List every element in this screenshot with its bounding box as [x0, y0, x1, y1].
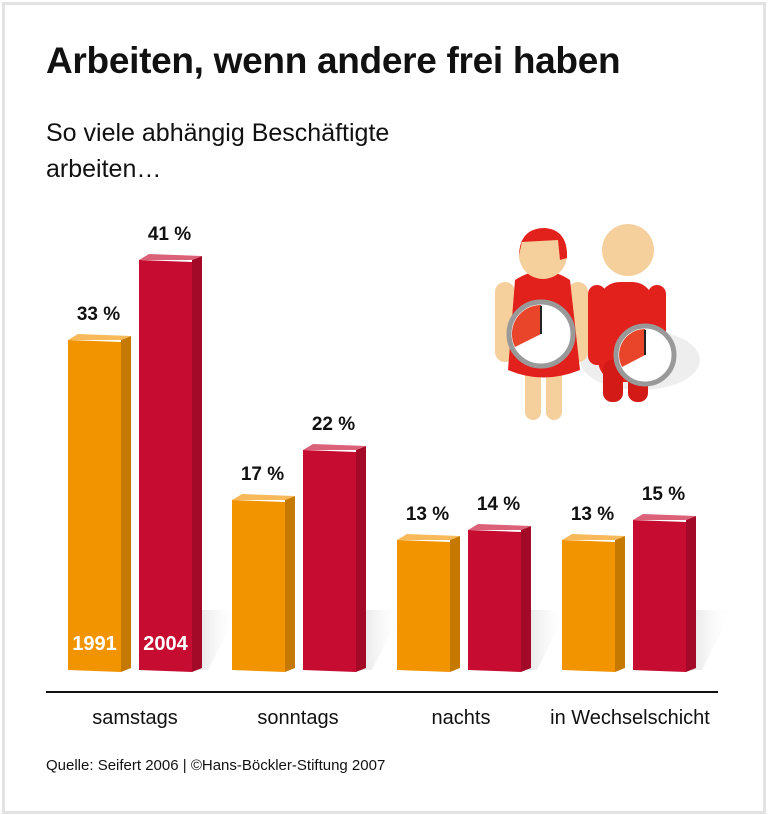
bar-2004-samstags	[139, 254, 202, 672]
bar-top	[633, 514, 696, 520]
bar-1991-nachts	[397, 534, 460, 672]
bar-shadow	[192, 610, 238, 670]
bar-side	[450, 536, 460, 672]
bar-shadow	[521, 610, 567, 670]
bar-front	[232, 500, 285, 672]
legend-label: 2004	[143, 633, 188, 655]
bar-1991-sonntags	[232, 494, 295, 672]
chart-subtitle: So viele abhängig Beschäftigte arbeiten…	[46, 119, 390, 183]
bar-side	[686, 516, 696, 672]
category-label: in Wechselschicht	[550, 707, 710, 729]
bar-shadow	[356, 610, 402, 670]
bar-front	[68, 340, 121, 672]
bar-front	[303, 450, 356, 672]
bar-1991-samstags	[68, 334, 131, 672]
bar-side	[285, 496, 295, 672]
bar-side	[615, 536, 625, 672]
category-label: sonntags	[257, 707, 338, 729]
bar-side	[192, 256, 202, 672]
data-label: 13 %	[571, 504, 614, 525]
chart-title: Arbeiten, wenn andere frei haben	[46, 40, 621, 81]
bar-front	[633, 520, 686, 672]
category-label: nachts	[432, 707, 491, 729]
data-label: 33 %	[77, 304, 120, 325]
bar-top	[468, 524, 531, 530]
clock-icon	[506, 299, 576, 369]
bar-top	[68, 334, 131, 340]
data-label: 17 %	[241, 464, 284, 485]
bar-front	[468, 530, 521, 672]
bar-top	[139, 254, 202, 260]
data-label: 41 %	[148, 224, 191, 245]
category-label: samstags	[92, 707, 178, 729]
bar-front	[397, 540, 450, 672]
bar-front	[562, 540, 615, 672]
clock-icon	[613, 323, 677, 387]
data-label: 14 %	[477, 494, 520, 515]
bar-side	[121, 336, 131, 672]
bar-top	[397, 534, 460, 540]
legend-label: 1991	[72, 633, 117, 655]
bar-front	[139, 260, 192, 672]
data-label: 22 %	[312, 414, 355, 435]
bar-side	[521, 526, 531, 672]
bar-top	[232, 494, 295, 500]
bar-2004-sonntags	[303, 444, 366, 672]
illustration-figures	[495, 224, 700, 420]
bar-top	[303, 444, 366, 450]
data-label: 13 %	[406, 504, 449, 525]
source-note: Quelle: Seifert 2006 | ©Hans-Böckler-Sti…	[46, 757, 386, 774]
bar-2004-in Wechselschicht	[633, 514, 696, 672]
bar-1991-in Wechselschicht	[562, 534, 625, 672]
bar-2004-nachts	[468, 524, 531, 672]
bar-top	[562, 534, 625, 540]
data-label: 15 %	[642, 484, 685, 505]
bar-side	[356, 446, 366, 672]
bar-shadow	[686, 610, 732, 670]
